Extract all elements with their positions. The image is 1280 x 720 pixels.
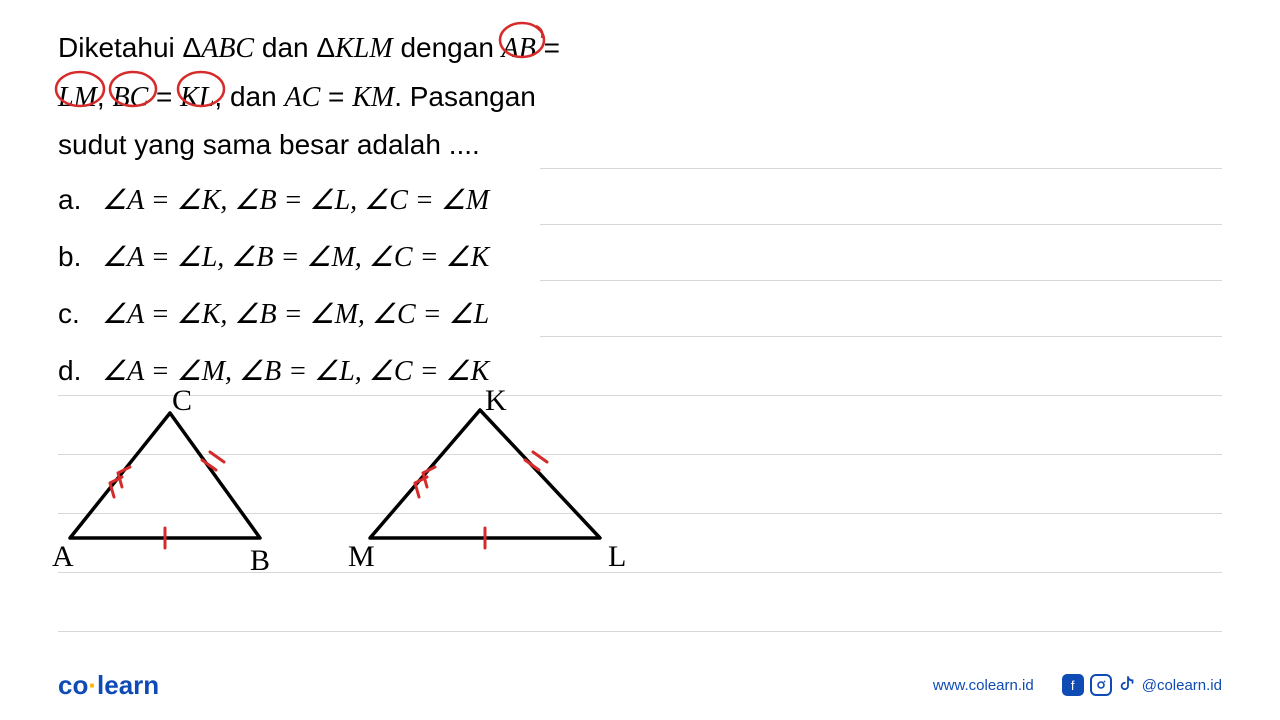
option-d-text: ∠A = ∠M, ∠B = ∠L, ∠C = ∠K (102, 351, 489, 393)
problem-statement: Diketahui ΔABC dan ΔKLM dengan AB = LM , … (58, 24, 1222, 169)
text-KM: KM (352, 82, 394, 113)
triangle-abc: A B C (52, 388, 270, 577)
logo-learn: learn (97, 670, 159, 700)
circled-LM: LM (58, 73, 97, 122)
text-comma: , (97, 81, 113, 112)
vertex-L: L (608, 540, 626, 573)
tiktok-icon[interactable] (1118, 674, 1136, 696)
circled-BC: BC (112, 73, 148, 122)
instagram-icon[interactable] (1090, 674, 1112, 696)
footer: co·learn www.colearn.id f @colearn.id (0, 650, 1280, 720)
footer-handle[interactable]: @colearn.id (1142, 677, 1222, 694)
vertex-B: B (250, 544, 270, 577)
text-LM: LM (58, 82, 97, 113)
facebook-icon[interactable]: f (1062, 674, 1084, 696)
social-links: f @colearn.id (1062, 674, 1222, 696)
footer-url[interactable]: www.colearn.id (933, 677, 1034, 694)
vertex-K: K (485, 388, 507, 417)
vertex-C: C (172, 388, 192, 417)
text-AC: AC (284, 82, 320, 113)
text-dan2: , dan (214, 81, 284, 112)
option-b-text: ∠A = ∠L, ∠B = ∠M, ∠C = ∠K (102, 237, 489, 279)
text-line3: sudut yang sama besar adalah .... (58, 129, 480, 160)
logo-dot: · (88, 670, 97, 700)
text-KL: KL (180, 82, 214, 113)
option-b-label: b. (58, 236, 102, 278)
text-ABC: ABC (201, 33, 254, 64)
text-KLM: KLM (335, 33, 393, 64)
text-eq3: = (320, 81, 352, 112)
text-dengan: dengan (393, 32, 502, 63)
option-d-label: d. (58, 350, 102, 392)
text-BC: BC (112, 82, 148, 113)
triangle-klm: M L K (348, 388, 626, 573)
option-a-text: ∠A = ∠K, ∠B = ∠L, ∠C = ∠M (102, 180, 489, 222)
text-pasangan: . Pasangan (394, 81, 536, 112)
option-c-label: c. (58, 293, 102, 335)
triangles-svg: A B C M L K (50, 388, 630, 588)
ruled-lines-right (540, 168, 1222, 392)
logo-co: co (58, 670, 88, 700)
text-eq2: = (148, 81, 180, 112)
text-AB: AB (502, 33, 536, 64)
logo: co·learn (58, 670, 159, 701)
text-dan: dan Δ (254, 32, 335, 63)
option-a-label: a. (58, 179, 102, 221)
text-diketahui: Diketahui Δ (58, 32, 201, 63)
circled-KL: KL (180, 73, 214, 122)
vertex-A: A (52, 540, 74, 573)
circled-AB: AB (502, 24, 536, 73)
triangle-drawings: A B C M L K (50, 388, 630, 593)
text-eq1: = (536, 32, 560, 63)
vertex-M: M (348, 540, 375, 573)
option-c-text: ∠A = ∠K, ∠B = ∠M, ∠C = ∠L (102, 294, 489, 336)
